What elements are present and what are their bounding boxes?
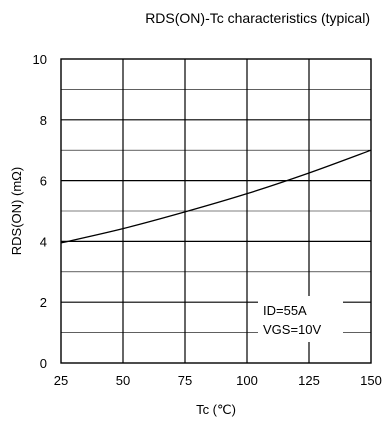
x-axis-label: Tc (℃) [196,402,236,417]
annotation-id: ID=55A [263,303,307,318]
x-tick-labels: 25 50 75 100 125 150 [54,373,382,388]
y-tick-label: 6 [40,174,47,189]
y-tick-label: 10 [33,52,47,67]
annotation-box [258,296,343,342]
y-tick-label: 0 [40,356,47,371]
x-tick-label: 100 [236,373,258,388]
y-tick-label: 8 [40,113,47,128]
x-tick-label: 25 [54,373,68,388]
chart-title: RDS(ON)-Tc characteristics (typical) [145,10,370,26]
axis-box [60,58,372,364]
series-line [60,149,372,244]
x-tick-label: 125 [298,373,320,388]
series-group [60,149,372,244]
y-tick-label: 2 [40,295,47,310]
y-tick-label: 4 [40,234,47,249]
plot-frame [60,58,372,364]
y-axis-label: RDS(ON) (mΩ) [9,167,24,255]
annotation-vgs: VGS=10V [263,322,322,337]
x-tick-label: 50 [116,373,130,388]
x-tick-label: 150 [360,373,382,388]
y-tick-labels: 0 2 4 6 8 10 [33,52,47,371]
x-tick-label: 75 [178,373,192,388]
